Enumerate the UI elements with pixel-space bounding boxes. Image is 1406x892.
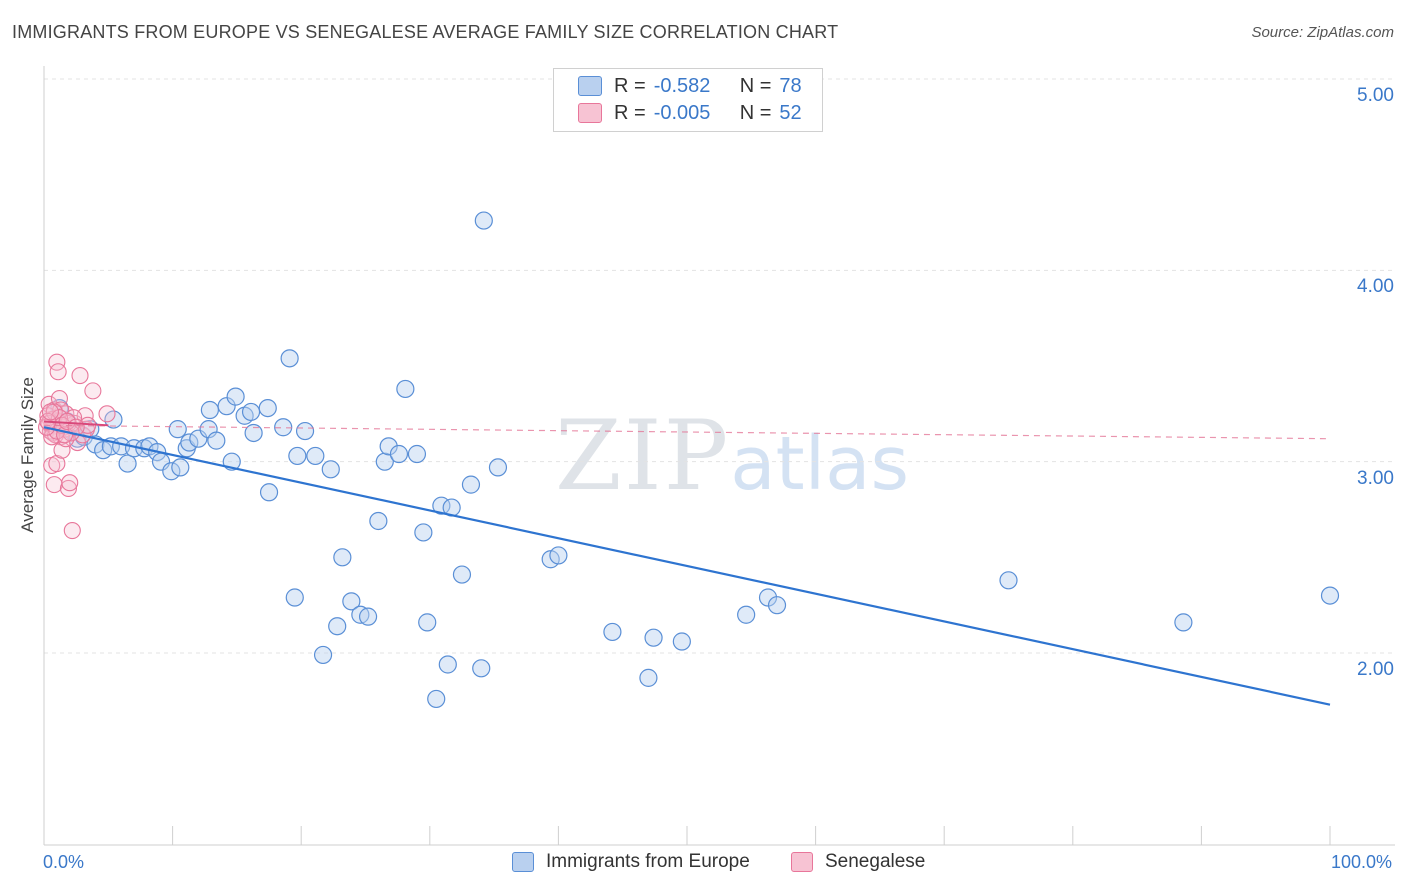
y-tick-label: 5.00 (1357, 85, 1394, 106)
data-point-europe (999, 571, 1018, 590)
data-point-europe (418, 613, 437, 632)
data-point-europe (306, 446, 325, 466)
data-point-senegalese (41, 403, 59, 421)
data-point-europe (407, 444, 427, 464)
senegalese-swatch (578, 103, 602, 123)
data-point-europe (171, 458, 190, 477)
data-point-europe (226, 387, 245, 406)
legend-label-europe: Immigrants from Europe (546, 851, 750, 872)
data-point-europe (1320, 586, 1340, 605)
r-label: R = (614, 101, 646, 124)
r-label: R = (614, 74, 646, 97)
y-tick-label: 4.00 (1357, 276, 1394, 298)
data-point-europe (274, 418, 293, 437)
x-tick-label-max: 100.0% (1330, 852, 1392, 872)
data-point-senegalese (84, 382, 102, 400)
n-label: N = (739, 101, 772, 124)
data-point-europe (358, 607, 378, 626)
data-point-europe (549, 546, 568, 565)
data-point-europe (285, 588, 304, 607)
data-point-europe (767, 596, 787, 615)
data-point-senegalese (63, 521, 81, 540)
data-point-europe (200, 400, 219, 420)
x-tick-label-min: 0.0% (43, 852, 85, 872)
correlation-stats-box: R = -0.582 N = 78 R = -0.005 N = 52 (553, 68, 823, 132)
data-point-europe (644, 628, 663, 647)
data-point-europe (168, 420, 187, 439)
data-point-europe (474, 211, 493, 230)
stats-row-senegalese: R = -0.005 N = 52 (578, 100, 802, 126)
legend-swatch-europe (512, 852, 534, 872)
data-point-europe (1174, 613, 1193, 632)
data-point-europe (321, 460, 340, 479)
data-point-europe (258, 398, 277, 418)
data-point-europe (472, 659, 491, 678)
data-point-europe (603, 622, 622, 642)
data-point-europe (295, 421, 315, 441)
trendline-senegalese (43, 424, 1331, 440)
data-point-europe (396, 379, 415, 399)
series-immigrants-from-europe (50, 211, 1340, 709)
data-point-europe (438, 655, 457, 674)
legend-item-europe[interactable]: Immigrants from Europe (512, 851, 750, 873)
data-point-europe (241, 402, 261, 422)
legend: Immigrants from Europe Senegalese (0, 851, 1406, 877)
data-point-europe (379, 437, 398, 456)
data-point-europe (461, 475, 481, 494)
data-point-europe (162, 462, 181, 481)
data-point-europe (259, 483, 279, 502)
y-tick-label: 2.00 (1357, 659, 1394, 680)
data-point-europe (488, 458, 508, 477)
data-point-europe (639, 668, 658, 687)
trendlines (43, 420, 1331, 706)
n-label: N = (739, 74, 772, 97)
data-point-europe (427, 689, 446, 709)
legend-item-senegalese[interactable]: Senegalese (791, 851, 925, 873)
n-value-senegalese: 52 (779, 101, 802, 124)
source-label: Source: ZipAtlas.com (1251, 24, 1394, 41)
data-point-europe (389, 444, 409, 464)
trendline-europe (43, 426, 1331, 706)
trendline-senegalese-solid (43, 420, 109, 427)
data-point-europe (452, 565, 472, 584)
grid-lines (44, 78, 1395, 654)
data-point-europe (288, 446, 307, 466)
data-point-europe (672, 632, 691, 651)
legend-label-senegalese: Senegalese (825, 851, 926, 872)
data-point-senegalese (59, 479, 77, 498)
data-point-europe (375, 452, 394, 471)
data-point-europe (313, 645, 333, 665)
chart-title: IMMIGRANTS FROM EUROPE VS SENEGALESE AVE… (12, 22, 839, 42)
legend-swatch-senegalese (791, 852, 813, 872)
data-point-europe (342, 592, 361, 611)
data-point-europe (118, 454, 137, 473)
data-point-europe (280, 349, 299, 368)
y-tick-label: 3.00 (1357, 467, 1394, 489)
data-point-europe (737, 605, 756, 624)
axes (43, 66, 1395, 846)
data-point-senegalese (45, 476, 63, 494)
data-point-europe (244, 423, 263, 443)
data-point-europe (333, 548, 352, 567)
data-point-senegalese (71, 367, 89, 385)
n-value-europe: 78 (779, 74, 802, 97)
data-point-europe (180, 433, 199, 452)
data-point-europe (104, 410, 123, 429)
data-point-senegalese (98, 405, 116, 423)
stats-row-europe: R = -0.582 N = 78 (578, 73, 802, 99)
europe-swatch (578, 76, 602, 96)
r-value-senegalese: -0.005 (653, 101, 711, 124)
data-point-senegalese (61, 474, 79, 492)
data-point-europe (328, 617, 347, 636)
data-point-senegalese (49, 363, 67, 381)
data-point-europe (369, 511, 388, 531)
data-point-europe (414, 523, 433, 542)
data-point-europe (207, 431, 226, 450)
r-value-europe: -0.582 (653, 74, 711, 97)
